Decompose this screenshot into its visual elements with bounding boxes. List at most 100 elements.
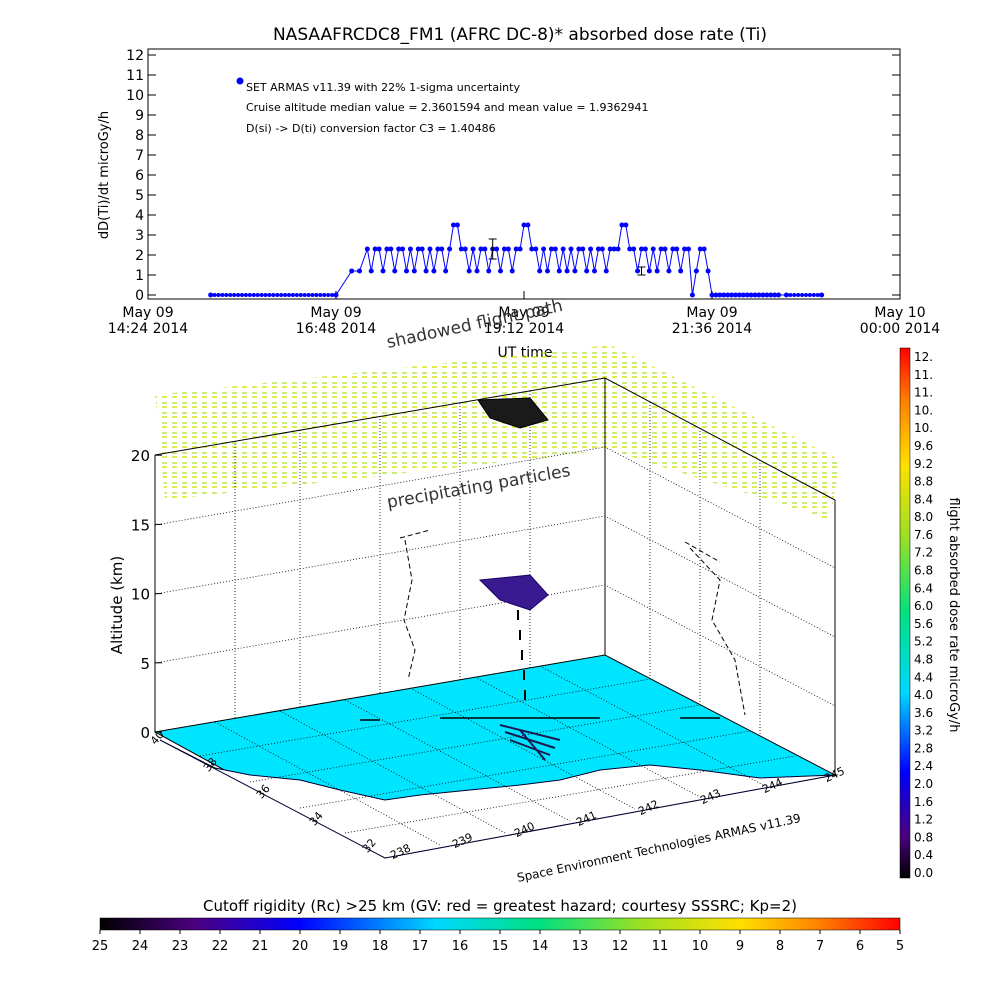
top-y-axis-label: dD(Ti)/dt microGy/h bbox=[97, 111, 112, 239]
dose-colorbar-tick-label: 9.6 bbox=[914, 439, 933, 453]
dose-rate-point bbox=[607, 246, 613, 252]
dose-colorbar-tick-label: 6.8 bbox=[914, 564, 933, 578]
dose-rate-point bbox=[431, 268, 437, 274]
dose-rate-point bbox=[411, 268, 417, 274]
dose-rate-point bbox=[275, 293, 280, 297]
rigidity-tick-label: 9 bbox=[736, 939, 744, 954]
dose-rate-point bbox=[407, 246, 413, 252]
dose-rate-point bbox=[318, 293, 323, 297]
dose-rate-point bbox=[776, 292, 782, 298]
dose-rate-point bbox=[584, 268, 590, 274]
dose-rate-point bbox=[560, 246, 566, 252]
dose-rate-point bbox=[517, 246, 523, 252]
dose-rate-point bbox=[458, 246, 464, 252]
dose-rate-point bbox=[372, 246, 378, 252]
dose-colorbar-tick-label: 1.2 bbox=[914, 813, 933, 827]
top-annotation-2: Cruise altitude median value = 2.3601594… bbox=[246, 101, 649, 114]
dose-rate-point bbox=[482, 246, 488, 252]
dose-colorbar-tick-label: 11. bbox=[914, 386, 933, 400]
dose-rate-point bbox=[682, 246, 688, 252]
dose-rate-point bbox=[521, 222, 527, 228]
dose-rate-point bbox=[474, 268, 480, 274]
top-x-tick-label-time: 19:12 2014 bbox=[484, 321, 565, 337]
dose-rate-point bbox=[650, 246, 656, 252]
dose-colorbar-tick-label: 8.0 bbox=[914, 510, 933, 524]
grid-line bbox=[539, 665, 766, 787]
flight-column-dashes bbox=[517, 590, 526, 700]
dose-rate-point bbox=[552, 246, 558, 252]
dose-rate-point bbox=[670, 246, 676, 252]
dose-rate-point bbox=[768, 292, 774, 298]
dose-rate-point bbox=[330, 293, 335, 297]
top-y-tick-label: 7 bbox=[135, 148, 144, 164]
dose-rate-point bbox=[513, 246, 519, 252]
dose-rate-point bbox=[494, 246, 500, 252]
rigidity-tick-label: 19 bbox=[332, 939, 349, 954]
dose-rate-point bbox=[298, 293, 303, 297]
top-x-tick-label-date: May 09 bbox=[310, 305, 361, 321]
rigidity-tick-label: 15 bbox=[492, 939, 509, 954]
dose-rate-point bbox=[642, 246, 648, 252]
dose-rate-point bbox=[314, 293, 319, 297]
dose-colorbar-tick-label: 0.4 bbox=[914, 848, 933, 862]
dose-rate-point bbox=[498, 268, 503, 274]
dose-rate-point bbox=[283, 293, 288, 297]
dose-colorbar-tick-label: 0.0 bbox=[914, 866, 933, 880]
dose-colorbar-tick-label: 2.0 bbox=[914, 777, 933, 791]
dose-rate-point bbox=[693, 268, 699, 274]
top-y-tick-label: 4 bbox=[135, 208, 144, 224]
dose-colorbar-tick-label: 6.4 bbox=[914, 581, 933, 595]
rigidity-tick-label: 21 bbox=[252, 939, 269, 954]
grid-line bbox=[249, 704, 701, 783]
dose-rate-point bbox=[364, 246, 370, 252]
top-x-tick-label-time: 00:00 2014 bbox=[860, 321, 941, 337]
dose-rate-point bbox=[236, 293, 241, 297]
dose-colorbar-tick-label: 12. bbox=[914, 350, 933, 364]
dose-rate-point bbox=[674, 246, 680, 252]
dose-rate-point bbox=[349, 268, 355, 274]
dose-colorbar-tick-label: 3.6 bbox=[914, 706, 933, 720]
top-annotation-1: SET ARMAS v11.39 with 22% 1-sigma uncert… bbox=[246, 81, 520, 94]
dose-rate-point bbox=[443, 268, 449, 274]
top-annotation-3: D(si) -> D(ti) conversion factor C3 = 1.… bbox=[246, 122, 496, 135]
error-bar bbox=[637, 266, 646, 276]
rigidity-tick-label: 14 bbox=[532, 939, 549, 954]
dose-rate-point bbox=[623, 222, 629, 228]
rigidity-colorbar-gradient bbox=[99, 917, 901, 931]
grid-line bbox=[199, 678, 651, 757]
dose-rate-point bbox=[713, 292, 719, 298]
top-y-tick-label: 2 bbox=[135, 248, 144, 264]
rigidity-tick-label: 18 bbox=[372, 939, 389, 954]
dose-rate-point bbox=[322, 293, 327, 297]
dose-rate-point bbox=[666, 268, 672, 274]
right-wall-shadow-track bbox=[684, 541, 746, 716]
top-x-tick-label-date: May 10 bbox=[874, 305, 925, 321]
track-cluster bbox=[499, 724, 561, 761]
dose-rate-point bbox=[259, 293, 264, 297]
dose-rate-point bbox=[627, 246, 633, 252]
dose-colorbar-tick-label: 9.2 bbox=[914, 457, 933, 471]
dose-colorbar-tick-label: 2.4 bbox=[914, 759, 933, 773]
dose-rate-point bbox=[764, 292, 770, 298]
left-wall-shadow-track bbox=[399, 529, 431, 681]
dose-colorbar-tick-label: 4.8 bbox=[914, 652, 933, 666]
dose-rate-point bbox=[686, 246, 691, 252]
rigidity-tick-label: 6 bbox=[856, 939, 864, 954]
dose-colorbar-tick-label: 10. bbox=[914, 421, 933, 435]
dose-rate-point bbox=[294, 293, 299, 297]
dose-colorbar-tick-label: 5.6 bbox=[914, 617, 933, 631]
grid-line bbox=[279, 710, 506, 834]
rigidity-tick-label: 11 bbox=[652, 939, 669, 954]
dose-rate-point bbox=[220, 293, 225, 297]
dose-rate-point bbox=[271, 293, 276, 297]
rigidity-colorbar: Cutoff rigidity (Rc) >25 km (GV: red = g… bbox=[92, 897, 904, 954]
dose-rate-point bbox=[752, 292, 758, 298]
dose-rate-point bbox=[368, 268, 374, 274]
dose-rate-point bbox=[466, 268, 472, 274]
top-x-tick-label-time: 16:48 2014 bbox=[296, 321, 377, 337]
altitude-tick-label: 0 bbox=[140, 724, 150, 742]
dose-rate-point bbox=[451, 222, 456, 228]
rigidity-tick-label: 22 bbox=[212, 939, 229, 954]
dose-rate-point bbox=[447, 246, 453, 252]
dose-colorbar-tick-label: 2.8 bbox=[914, 741, 933, 755]
